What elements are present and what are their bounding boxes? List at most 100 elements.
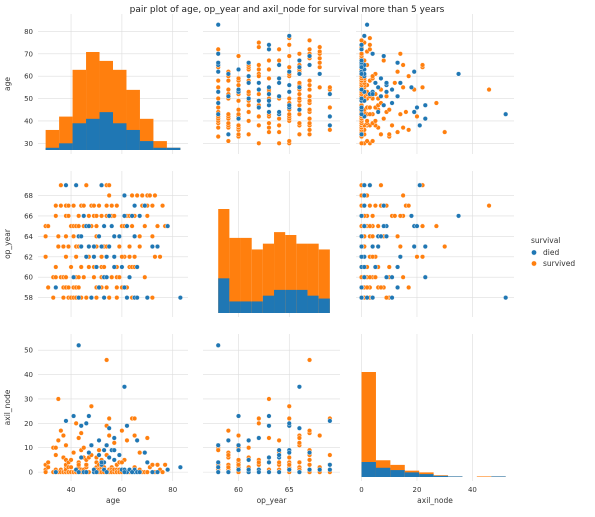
scatter-point-survived [60,433,66,439]
scatter-point-survived [442,129,448,135]
scatter-point-died [286,420,292,426]
scatter-point-died [395,264,401,270]
scatter-point-survived [66,284,72,290]
scatter-point-died [111,264,117,270]
scatter-point-died [236,467,242,473]
scatter-point-survived [307,37,313,43]
scatter-point-survived [372,118,378,124]
scatter-point-survived [119,459,125,465]
scatter-point-died [364,295,370,301]
scatter-point-survived [296,51,302,57]
hist-bar-died [448,476,463,477]
scatter-point-died [104,442,110,448]
scatter-point-died [296,71,302,77]
scatter-point-died [408,84,414,90]
scatter-point-survived [486,87,492,93]
scatter-point-survived [76,435,82,441]
scatter-point-died [276,469,282,475]
scatter-point-survived [378,131,384,137]
scatter-point-survived [78,264,84,270]
scatter-point-survived [137,233,143,239]
scatter-point-survived [124,437,130,443]
hist-bar-survived [229,237,241,313]
scatter-point-died [165,223,171,229]
scatter-point-survived [225,111,231,117]
hist-bar-died [251,301,263,313]
scatter-point-died [236,442,242,448]
scatter-point-survived [236,122,242,128]
scatter-point-survived [372,274,378,280]
scatter-point-survived [397,51,403,57]
scatter-point-died [109,223,115,229]
scatter-point-survived [420,84,426,90]
scatter-point-died [99,182,105,188]
scatter-point-died [119,264,125,270]
scatter-point-survived [60,295,66,301]
scatter-point-survived [71,203,77,209]
scatter-point-died [73,182,79,188]
y-tick-label: 70 [24,50,33,58]
scatter-point-survived [397,111,403,117]
scatter-point-died [395,284,401,290]
scatter-point-survived [381,58,387,64]
scatter-point-survived [286,111,292,117]
scatter-point-died [96,284,102,290]
scatter-point-survived [106,192,112,198]
scatter-point-survived [367,111,373,117]
scatter-point-survived [129,223,135,229]
scatter-point-survived [276,437,282,443]
scatter-point-survived [296,102,302,108]
scatter-point-died [137,213,143,219]
scatter-point-survived [225,464,231,470]
scatter-point-survived [406,203,412,209]
scatter-point-died [215,51,221,57]
scatter-point-died [359,295,365,301]
scatter-point-died [422,244,428,250]
scatter-point-died [389,295,395,301]
chart-title: pair plot of age, op_year and axil_node … [130,5,445,15]
scatter-point-died [286,33,292,39]
scatter-point-died [389,87,395,93]
scatter-point-survived [225,87,231,93]
y-tick-label: 80 [24,28,33,36]
scatter-point-survived [327,452,333,458]
scatter-point-survived [296,131,302,137]
scatter-point-survived [317,64,323,70]
scatter-point-survived [88,403,94,409]
scatter-point-died [215,459,221,465]
hist-bar-survived [285,235,297,313]
x-tick-label: 0 [359,486,363,494]
scatter-point-died [286,82,292,88]
scatter-point-survived [286,403,292,409]
scatter-point-died [215,464,221,470]
scatter-point-survived [286,53,292,59]
scatter-point-died [361,33,367,39]
scatter-point-died [121,469,127,475]
scatter-point-died [408,213,414,219]
scatter-point-survived [60,244,66,250]
scatter-point-died [266,423,272,429]
scatter-point-died [397,80,403,86]
scatter-point-survived [286,42,292,48]
scatter-point-died [422,274,428,280]
scatter-point-died [414,223,420,229]
scatter-point-died [266,413,272,419]
scatter-point-survived [276,116,282,122]
scatter-point-died [101,223,107,229]
scatter-point-survived [433,223,439,229]
scatter-point-died [124,223,130,229]
scatter-point-survived [157,254,163,260]
scatter-point-survived [50,295,56,301]
scatter-point-survived [132,433,138,439]
scatter-point-survived [370,138,376,144]
scatter-point-survived [236,98,242,104]
scatter-point-survived [317,44,323,50]
hist-bar-survived [153,141,167,150]
panel-op_year-vs-axil_node [356,171,514,317]
scatter-point-died [411,244,417,250]
scatter-point-died [111,457,117,463]
scatter-point-survived [45,284,51,290]
scatter-point-died [154,244,160,250]
scatter-point-died [76,342,82,348]
scatter-point-died [296,58,302,64]
